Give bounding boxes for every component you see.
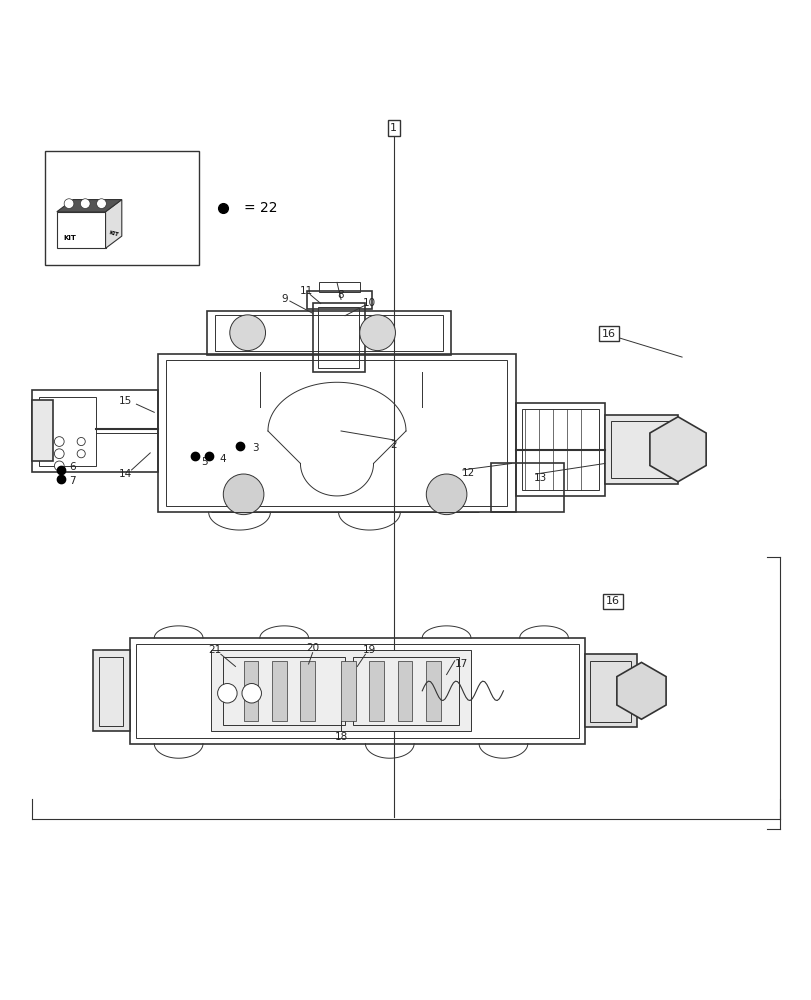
Bar (491, 463, 564, 512)
Circle shape (230, 315, 265, 351)
Bar (32, 390, 158, 472)
Text: 19: 19 (363, 645, 375, 655)
Bar (207, 311, 450, 355)
Bar (166, 360, 507, 506)
Bar (397, 661, 412, 721)
Bar (136, 644, 578, 738)
Text: 7: 7 (69, 476, 75, 486)
Bar (99, 657, 123, 726)
Text: 18: 18 (334, 732, 347, 742)
Text: KIT: KIT (108, 230, 118, 237)
Polygon shape (57, 200, 122, 212)
Text: 2: 2 (390, 440, 397, 450)
Bar (584, 654, 637, 727)
Circle shape (80, 199, 90, 208)
Circle shape (64, 199, 74, 208)
Circle shape (54, 461, 64, 471)
Text: 11: 11 (300, 286, 313, 296)
Bar (32, 400, 53, 461)
Bar (130, 638, 584, 744)
Polygon shape (105, 200, 122, 248)
Text: 3: 3 (251, 443, 258, 453)
Text: = 22: = 22 (243, 201, 277, 215)
Bar (319, 282, 359, 292)
Bar (353, 657, 458, 725)
Text: 8: 8 (337, 290, 344, 300)
Bar (604, 415, 677, 484)
Polygon shape (57, 212, 105, 248)
Text: 1: 1 (390, 123, 397, 133)
Circle shape (54, 437, 64, 446)
Text: 10: 10 (363, 298, 375, 308)
Text: 16: 16 (605, 596, 620, 606)
Bar (426, 661, 440, 721)
Text: 15: 15 (119, 396, 132, 406)
Text: 9: 9 (281, 294, 287, 304)
Text: 16: 16 (601, 329, 616, 339)
Bar (312, 303, 365, 372)
Bar (211, 650, 470, 731)
Text: 17: 17 (454, 659, 467, 669)
Bar (93, 650, 130, 731)
Bar (223, 657, 345, 725)
Bar (243, 661, 258, 721)
Circle shape (242, 684, 261, 703)
Text: KIT: KIT (63, 235, 76, 241)
Bar (590, 661, 630, 722)
Text: 20: 20 (306, 643, 319, 653)
Bar (307, 291, 371, 309)
Bar (369, 661, 384, 721)
Bar (39, 397, 96, 466)
Bar (318, 307, 358, 368)
Circle shape (426, 474, 466, 515)
Bar (610, 421, 671, 478)
Bar (272, 661, 286, 721)
Text: 21: 21 (208, 645, 221, 655)
Text: 5: 5 (201, 457, 208, 467)
Bar (158, 354, 515, 512)
Bar (341, 661, 355, 721)
Text: 13: 13 (534, 473, 547, 483)
Text: 14: 14 (119, 469, 132, 479)
Bar (521, 409, 599, 490)
Circle shape (77, 450, 85, 458)
Bar (45, 151, 199, 265)
Circle shape (77, 437, 85, 446)
Text: 12: 12 (461, 468, 474, 478)
Circle shape (54, 449, 64, 459)
Bar (515, 403, 604, 496)
Text: 6: 6 (69, 462, 75, 472)
Bar (300, 661, 315, 721)
Circle shape (97, 199, 106, 208)
Text: 4: 4 (219, 454, 225, 464)
Bar (215, 315, 442, 351)
Circle shape (223, 474, 264, 515)
Circle shape (217, 684, 237, 703)
Circle shape (359, 315, 395, 351)
